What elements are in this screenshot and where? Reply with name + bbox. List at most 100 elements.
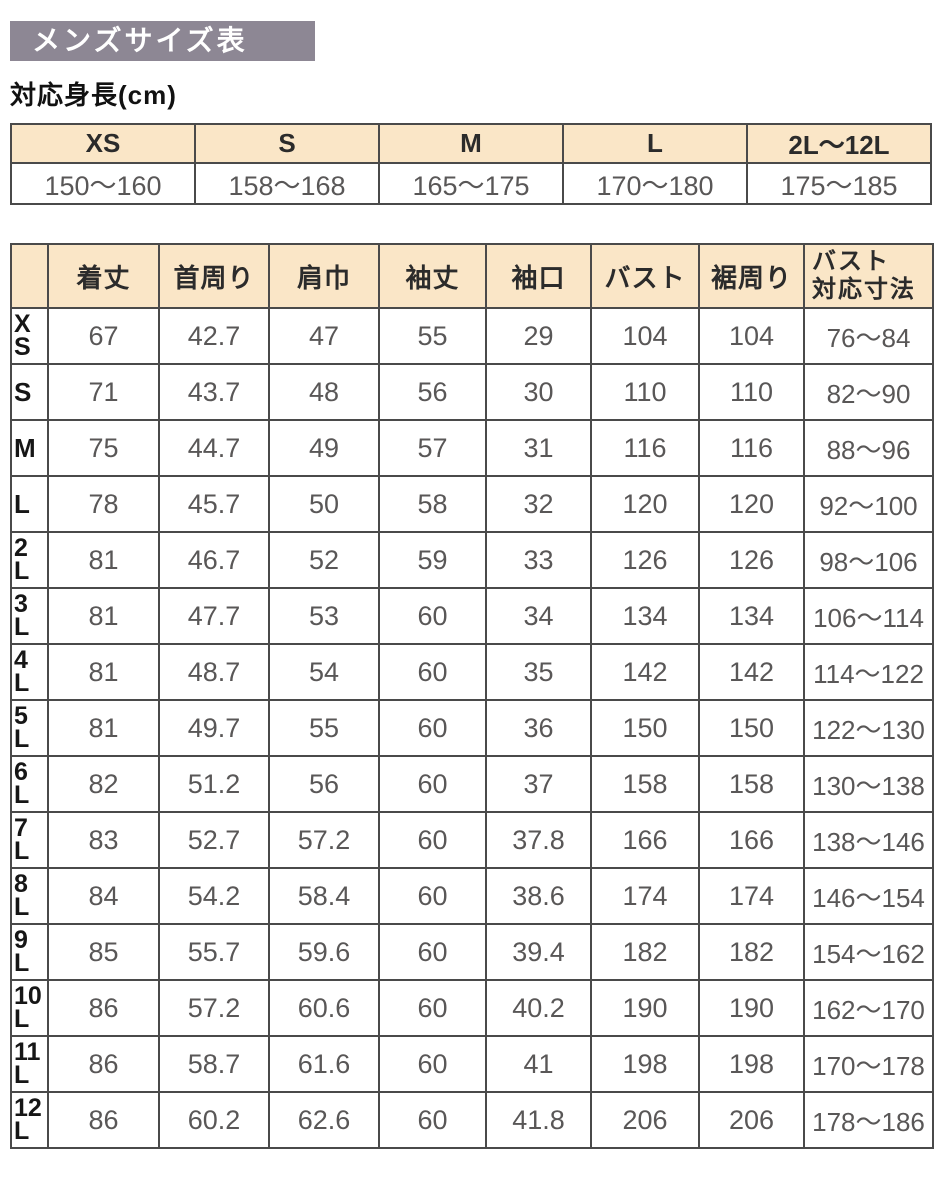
measure-value-9L-3: 60 xyxy=(378,923,487,981)
height-range-value-3: 170〜180 xyxy=(562,162,748,205)
size-label-12L: 12 L xyxy=(10,1091,49,1149)
measure-value-7L-7: 138〜146 xyxy=(803,811,934,869)
measure-value-M-2: 49 xyxy=(268,419,380,477)
size-label-line: 12 xyxy=(14,1094,42,1122)
measure-value-2L-0: 81 xyxy=(47,531,160,589)
measure-value-S-1: 43.7 xyxy=(158,363,270,421)
measure-value-9L-5: 182 xyxy=(590,923,700,981)
measure-value-2L-4: 33 xyxy=(485,531,592,589)
measure-value-4L-4: 35 xyxy=(485,643,592,701)
measure-value-6L-0: 82 xyxy=(47,755,160,813)
size-label-line: L xyxy=(14,725,30,753)
measure-value-12L-1: 60.2 xyxy=(158,1091,270,1149)
measure-value-3L-3: 60 xyxy=(378,587,487,645)
measure-value-9L-4: 39.4 xyxy=(485,923,592,981)
measure-value-11L-1: 58.7 xyxy=(158,1035,270,1093)
measure-value-L-0: 78 xyxy=(47,475,160,533)
measure-value-8L-2: 58.4 xyxy=(268,867,380,925)
measure-value-11L-0: 86 xyxy=(47,1035,160,1093)
height-range-value-0: 150〜160 xyxy=(10,162,196,205)
size-label-line: 5 xyxy=(14,702,28,730)
measure-value-XS-7: 76〜84 xyxy=(803,307,934,365)
measure-value-9L-1: 55.7 xyxy=(158,923,270,981)
measure-value-8L-5: 174 xyxy=(590,867,700,925)
measure-value-5L-7: 122〜130 xyxy=(803,699,934,757)
measure-value-11L-2: 61.6 xyxy=(268,1035,380,1093)
size-label-line: 2 xyxy=(14,534,28,562)
measure-column-header-1: 首周り xyxy=(158,243,270,309)
size-label-line: L xyxy=(14,781,30,809)
measure-value-3L-1: 47.7 xyxy=(158,587,270,645)
measure-column-header-6: 裾周り xyxy=(698,243,805,309)
size-label-line: L xyxy=(14,1061,30,1089)
measure-value-6L-1: 51.2 xyxy=(158,755,270,813)
measure-value-8L-3: 60 xyxy=(378,867,487,925)
size-label-line: L xyxy=(14,489,30,519)
measure-value-8L-0: 84 xyxy=(47,867,160,925)
height-table-header-row: XS S M L 2L〜12L xyxy=(10,123,932,164)
size-row-9L: 9 L 85 55.7 59.6 60 39.4 182 182 154〜162 xyxy=(10,923,934,981)
measurements-header-row: 着丈 首周り 肩巾 袖丈 袖口 バスト 裾周り バスト 対応寸法 xyxy=(10,243,934,309)
size-label-10L: 10 L xyxy=(10,979,49,1037)
measure-value-M-3: 57 xyxy=(378,419,487,477)
height-size-header-0: XS xyxy=(10,123,196,164)
measure-value-L-3: 58 xyxy=(378,475,487,533)
size-row-7L: 7 L 83 52.7 57.2 60 37.8 166 166 138〜146 xyxy=(10,811,934,869)
measure-value-5L-5: 150 xyxy=(590,699,700,757)
measure-value-8L-4: 38.6 xyxy=(485,867,592,925)
measure-value-11L-7: 170〜178 xyxy=(803,1035,934,1093)
height-range-value-1: 158〜168 xyxy=(194,162,380,205)
size-row-4L: 4 L 81 48.7 54 60 35 142 142 114〜122 xyxy=(10,643,934,701)
measure-value-10L-7: 162〜170 xyxy=(803,979,934,1037)
measure-value-XS-0: 67 xyxy=(47,307,160,365)
measure-column-header-0: 着丈 xyxy=(47,243,160,309)
measure-column-header-5: バスト xyxy=(590,243,700,309)
measure-value-5L-4: 36 xyxy=(485,699,592,757)
size-label-S: S xyxy=(10,363,49,421)
measure-value-5L-2: 55 xyxy=(268,699,380,757)
measure-value-3L-4: 34 xyxy=(485,587,592,645)
size-label-line: L xyxy=(14,837,30,865)
measure-column-header-3: 袖丈 xyxy=(378,243,487,309)
measure-value-9L-2: 59.6 xyxy=(268,923,380,981)
measure-column-header-2: 肩巾 xyxy=(268,243,380,309)
measure-value-8L-6: 174 xyxy=(698,867,805,925)
measure-value-3L-7: 106〜114 xyxy=(803,587,934,645)
measure-value-7L-5: 166 xyxy=(590,811,700,869)
measure-value-10L-2: 60.6 xyxy=(268,979,380,1037)
measure-value-S-6: 110 xyxy=(698,363,805,421)
size-row-12L: 12 L 86 60.2 62.6 60 41.8 206 206 178〜186 xyxy=(10,1091,934,1149)
size-row-L: L 78 45.7 50 58 32 120 120 92〜100 xyxy=(10,475,934,533)
size-label-line: L xyxy=(14,1117,30,1145)
measure-value-7L-4: 37.8 xyxy=(485,811,592,869)
measure-value-2L-1: 46.7 xyxy=(158,531,270,589)
measure-value-S-5: 110 xyxy=(590,363,700,421)
size-label-line: 9 xyxy=(14,926,28,954)
size-label-line: S xyxy=(14,333,31,361)
measure-value-9L-0: 85 xyxy=(47,923,160,981)
measure-value-XS-6: 104 xyxy=(698,307,805,365)
measure-value-5L-3: 60 xyxy=(378,699,487,757)
measure-value-S-0: 71 xyxy=(47,363,160,421)
measure-value-3L-0: 81 xyxy=(47,587,160,645)
measure-value-4L-5: 142 xyxy=(590,643,700,701)
size-label-line: 7 xyxy=(14,814,28,842)
measure-value-XS-2: 47 xyxy=(268,307,380,365)
size-label-11L: 11 L xyxy=(10,1035,49,1093)
measure-value-4L-7: 114〜122 xyxy=(803,643,934,701)
measure-value-L-6: 120 xyxy=(698,475,805,533)
measure-value-5L-1: 49.7 xyxy=(158,699,270,757)
size-label-line: M xyxy=(14,433,36,463)
size-row-2L: 2 L 81 46.7 52 59 33 126 126 98〜106 xyxy=(10,531,934,589)
measure-value-2L-3: 59 xyxy=(378,531,487,589)
height-size-header-1: S xyxy=(194,123,380,164)
measure-value-2L-7: 98〜106 xyxy=(803,531,934,589)
height-size-header-3: L xyxy=(562,123,748,164)
measure-value-11L-6: 198 xyxy=(698,1035,805,1093)
measure-value-8L-1: 54.2 xyxy=(158,867,270,925)
